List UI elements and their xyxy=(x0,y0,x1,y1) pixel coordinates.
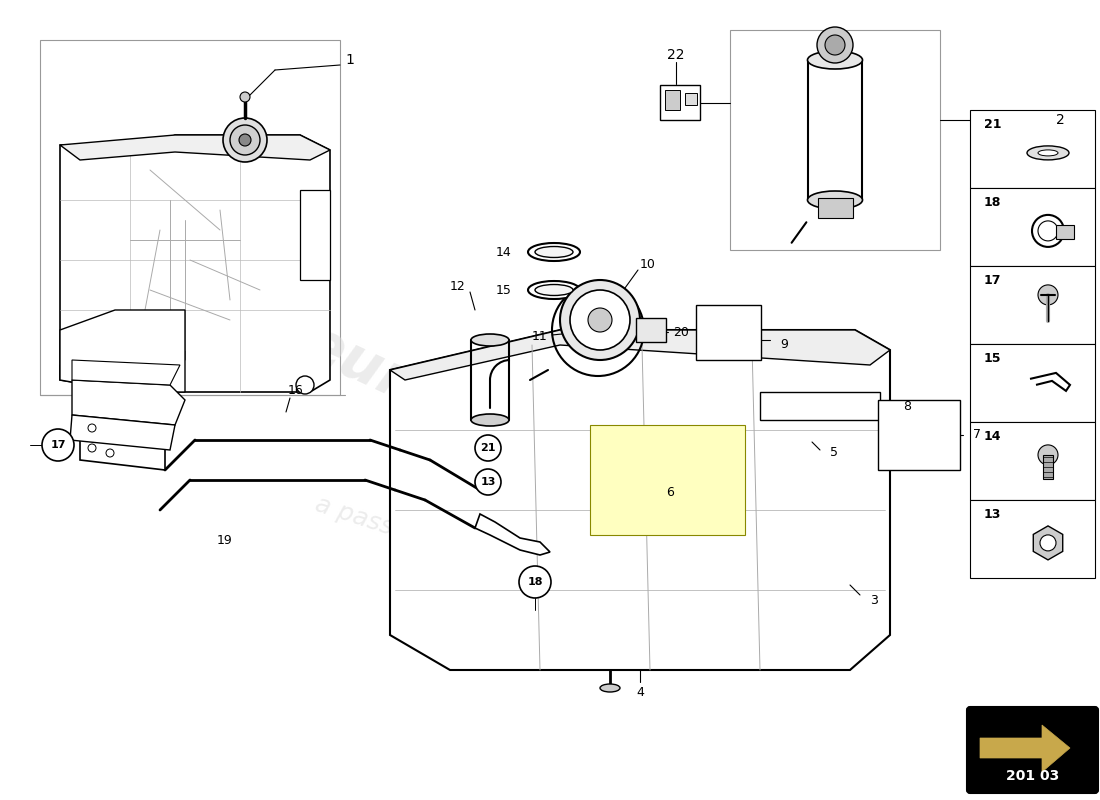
Text: 16: 16 xyxy=(288,383,304,397)
Circle shape xyxy=(230,125,260,155)
Ellipse shape xyxy=(471,334,509,346)
Bar xyxy=(970,266,1094,344)
Text: 17: 17 xyxy=(984,274,1001,287)
Text: 22: 22 xyxy=(668,48,684,62)
Text: eurocarparts: eurocarparts xyxy=(295,314,705,546)
Circle shape xyxy=(1038,445,1058,465)
Text: 13: 13 xyxy=(984,508,1001,521)
Circle shape xyxy=(296,376,314,394)
Bar xyxy=(40,40,340,395)
Text: 17: 17 xyxy=(51,440,66,450)
Polygon shape xyxy=(390,330,890,670)
Polygon shape xyxy=(1033,526,1063,560)
Text: 11: 11 xyxy=(532,330,548,343)
Ellipse shape xyxy=(528,243,580,261)
Bar xyxy=(666,90,680,110)
Bar xyxy=(760,392,880,420)
Bar xyxy=(970,500,1094,578)
Text: 14: 14 xyxy=(496,246,512,258)
Circle shape xyxy=(240,92,250,102)
Text: 1: 1 xyxy=(345,53,354,67)
Circle shape xyxy=(88,444,96,452)
Bar xyxy=(970,422,1094,500)
Polygon shape xyxy=(60,345,185,380)
Polygon shape xyxy=(980,725,1070,772)
Ellipse shape xyxy=(535,285,573,295)
Circle shape xyxy=(475,469,500,495)
Polygon shape xyxy=(80,430,165,470)
Circle shape xyxy=(42,429,74,461)
Bar xyxy=(970,110,1094,188)
Ellipse shape xyxy=(471,414,509,426)
Text: 15: 15 xyxy=(496,283,512,297)
Text: 13: 13 xyxy=(481,477,496,487)
Circle shape xyxy=(223,118,267,162)
Text: 2: 2 xyxy=(1056,113,1065,127)
Text: 7: 7 xyxy=(974,429,981,442)
Text: 20: 20 xyxy=(673,326,689,338)
Bar xyxy=(636,318,666,342)
Text: 8: 8 xyxy=(903,399,911,413)
Ellipse shape xyxy=(1027,146,1069,160)
Bar xyxy=(1043,455,1053,479)
Bar xyxy=(818,198,852,218)
Text: 9: 9 xyxy=(780,338,788,351)
Text: a passion for cars since 1965: a passion for cars since 1965 xyxy=(312,492,668,628)
Circle shape xyxy=(106,449,114,457)
Circle shape xyxy=(519,566,551,598)
Circle shape xyxy=(825,35,845,55)
Polygon shape xyxy=(60,135,330,160)
Text: 6: 6 xyxy=(667,486,674,498)
Text: 18: 18 xyxy=(527,577,542,587)
Bar xyxy=(970,344,1094,422)
Text: 5: 5 xyxy=(830,446,838,458)
Text: 4: 4 xyxy=(636,686,644,698)
Polygon shape xyxy=(60,135,330,392)
Circle shape xyxy=(88,424,96,432)
Text: 10: 10 xyxy=(640,258,656,271)
Text: 21: 21 xyxy=(984,118,1001,131)
Polygon shape xyxy=(300,190,330,280)
Bar xyxy=(970,188,1094,266)
Polygon shape xyxy=(72,380,185,425)
Text: 18: 18 xyxy=(984,196,1001,209)
Circle shape xyxy=(1040,535,1056,551)
Polygon shape xyxy=(70,415,175,450)
Text: 201 03: 201 03 xyxy=(1005,769,1059,783)
Circle shape xyxy=(570,290,630,350)
Ellipse shape xyxy=(807,191,862,209)
Circle shape xyxy=(560,280,640,360)
Ellipse shape xyxy=(535,246,573,258)
Text: 19: 19 xyxy=(217,534,233,546)
Bar xyxy=(730,30,940,250)
Circle shape xyxy=(1038,285,1058,305)
Polygon shape xyxy=(72,360,180,385)
Bar xyxy=(696,305,761,360)
Text: 21: 21 xyxy=(481,443,496,453)
Bar xyxy=(1056,225,1074,239)
Polygon shape xyxy=(475,514,550,555)
Ellipse shape xyxy=(600,684,620,692)
Bar xyxy=(590,425,745,535)
Bar xyxy=(660,85,700,120)
Polygon shape xyxy=(60,310,185,392)
Circle shape xyxy=(239,134,251,146)
Bar xyxy=(878,400,960,470)
FancyBboxPatch shape xyxy=(967,707,1098,793)
Circle shape xyxy=(588,308,612,332)
Circle shape xyxy=(475,435,500,461)
Text: 3: 3 xyxy=(870,594,878,606)
Text: 15: 15 xyxy=(984,352,1001,365)
Ellipse shape xyxy=(528,281,580,299)
Ellipse shape xyxy=(807,51,862,69)
Text: 14: 14 xyxy=(984,430,1001,443)
Polygon shape xyxy=(390,330,890,380)
Ellipse shape xyxy=(1038,150,1058,156)
Text: 12: 12 xyxy=(450,279,466,293)
Bar xyxy=(685,93,697,105)
Circle shape xyxy=(817,27,852,63)
